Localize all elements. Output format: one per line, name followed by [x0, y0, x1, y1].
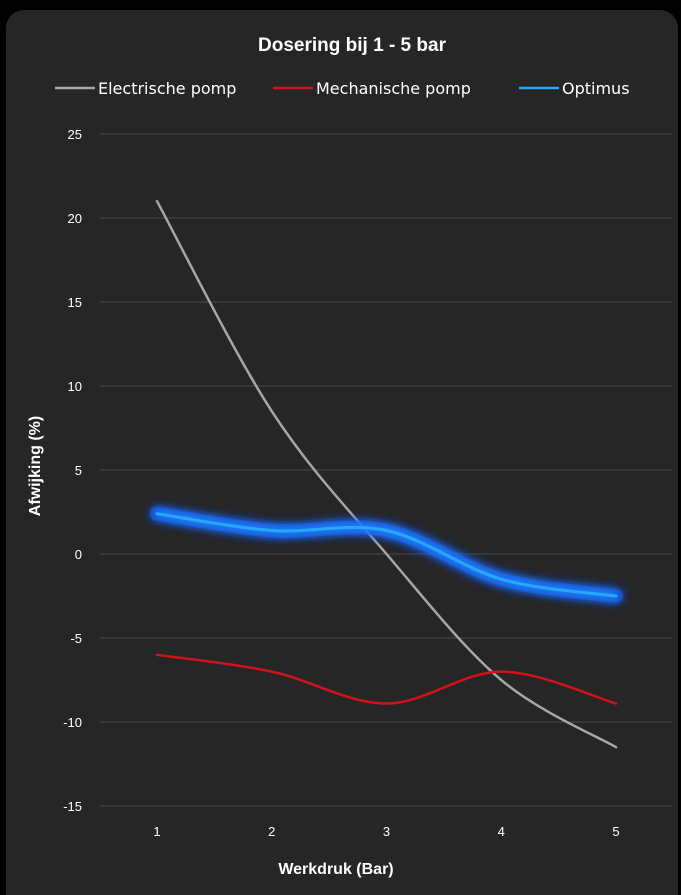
series-line-electrische-pomp	[155, 199, 618, 749]
y-tick-label: 0	[75, 547, 82, 562]
series-lines	[150, 199, 623, 749]
chart-panel	[6, 10, 678, 895]
y-axis-label: Afwijking (%)	[27, 416, 44, 516]
x-axis-label: Werkdruk (Bar)	[278, 861, 393, 878]
legend: Electrische pomp Mechanische pomp Optimus	[55, 79, 630, 98]
y-tick-label: 10	[68, 379, 82, 394]
y-tick-label: 15	[68, 295, 82, 310]
y-tick-label: 20	[68, 211, 82, 226]
x-axis-ticks: 1 2 3 4 5	[153, 824, 619, 839]
series-line-mechanische-pomp	[155, 653, 618, 705]
chart-title: Dosering bij 1 - 5 bar	[258, 35, 447, 56]
y-tick-label: 5	[75, 463, 82, 478]
y-axis-ticks: 25 20 15 10 5 0 -5 -10 -15	[63, 127, 82, 814]
y-tick-label: -10	[63, 715, 82, 730]
y-tick-label: -5	[70, 631, 82, 646]
x-tick-label: 2	[268, 824, 275, 839]
gridlines	[100, 133, 672, 807]
legend-label-mechanische-pomp: Mechanische pomp	[316, 79, 471, 98]
legend-label-optimus: Optimus	[562, 79, 630, 98]
y-tick-label: -15	[63, 799, 82, 814]
y-tick-label: 25	[68, 127, 82, 142]
legend-label-electrische-pomp: Electrische pomp	[98, 79, 236, 98]
x-tick-label: 1	[153, 824, 160, 839]
x-tick-label: 4	[498, 824, 505, 839]
series-line-optimus	[155, 512, 618, 598]
x-tick-label: 3	[383, 824, 390, 839]
x-tick-label: 5	[612, 824, 619, 839]
